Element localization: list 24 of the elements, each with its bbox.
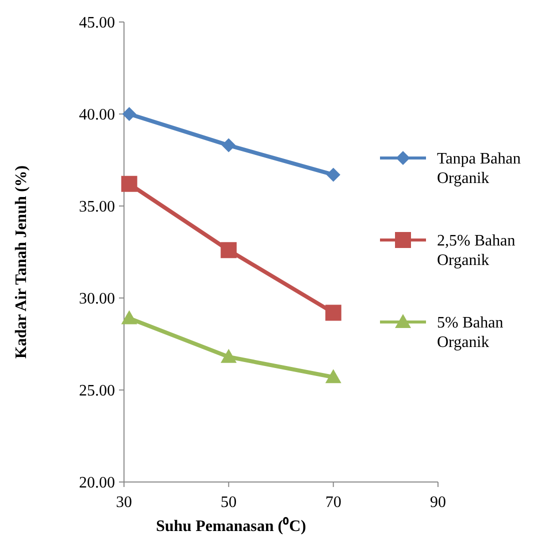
x-axis-title: Suhu Pemanasan (⁰C) bbox=[156, 517, 306, 535]
legend-label: 5% Bahan Organik bbox=[437, 314, 504, 351]
y-tick-label: 25.00 bbox=[79, 382, 115, 400]
y-axis-title: Kadar Air Tanah Jenuh (%) bbox=[13, 165, 30, 359]
y-tick-label: 40.00 bbox=[79, 106, 115, 124]
point bbox=[325, 369, 342, 384]
point bbox=[222, 138, 236, 152]
y-tick-label: 20.00 bbox=[79, 474, 115, 492]
x-tick-label: 70 bbox=[325, 494, 342, 511]
legend-label: 2,5% Bahan Organik bbox=[437, 232, 516, 269]
x-tick-label: 30 bbox=[116, 494, 132, 511]
legend-label: Tanpa Bahan Organik bbox=[437, 150, 521, 187]
point bbox=[121, 310, 138, 324]
y-tick-label: 35.00 bbox=[79, 198, 115, 216]
point bbox=[220, 348, 237, 363]
point bbox=[325, 304, 342, 321]
point bbox=[326, 168, 340, 182]
x-tick-label: 90 bbox=[430, 494, 446, 511]
x-tick-label: 50 bbox=[220, 494, 237, 511]
y-tick-label: 45.00 bbox=[79, 14, 115, 32]
y-tick-label: 30.00 bbox=[79, 290, 115, 308]
point bbox=[220, 242, 237, 258]
point bbox=[121, 176, 138, 192]
point bbox=[122, 107, 136, 121]
